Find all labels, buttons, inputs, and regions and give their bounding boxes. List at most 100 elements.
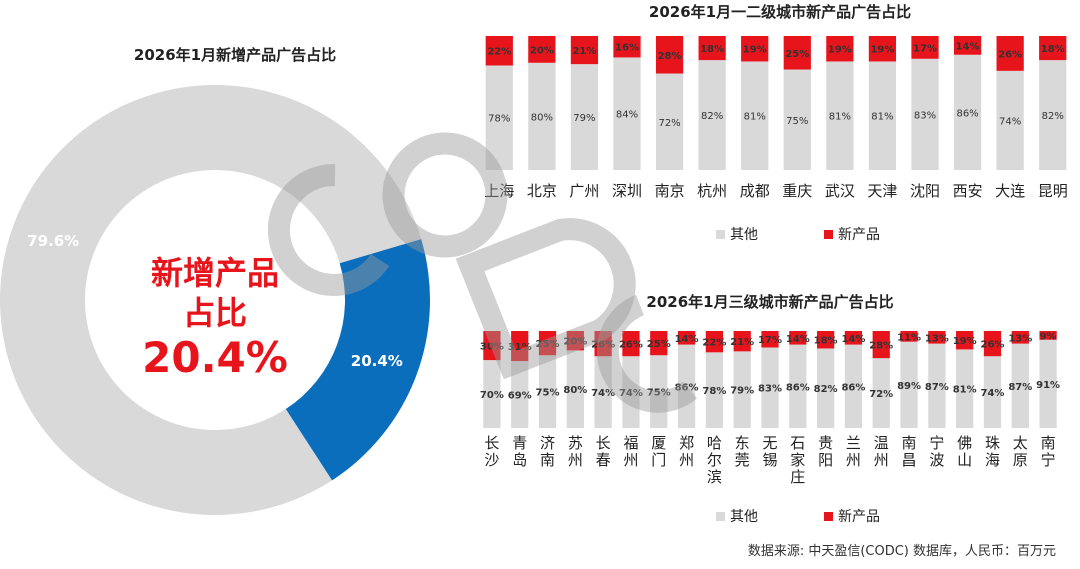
data-label-new: 19% — [743, 45, 767, 56]
category-label-char: 春 — [596, 451, 611, 469]
category-label: 武汉 — [825, 182, 855, 200]
category-label-char: 门 — [651, 451, 666, 469]
category-label-char: 州 — [568, 451, 583, 469]
data-label-other: 86% — [786, 382, 810, 393]
data-label-other: 80% — [563, 385, 587, 396]
bar-new — [677, 331, 696, 345]
data-label-new: 14% — [841, 334, 865, 345]
bar-other — [928, 343, 946, 428]
data-label-new: 13% — [1008, 333, 1032, 344]
category-label-char: 济 — [540, 434, 555, 452]
bar-other — [783, 69, 811, 170]
category-label: 沈阳 — [910, 182, 940, 200]
category-label-char: 福 — [623, 434, 638, 452]
category-label-char: 贵 — [818, 434, 833, 452]
bar-new — [956, 331, 974, 350]
category-label: 重庆 — [782, 182, 812, 200]
donut-center-line1: 新增产品 — [151, 254, 279, 292]
data-label-new: 22% — [487, 47, 511, 58]
bar-other — [622, 356, 640, 428]
category-label-char: 无 — [762, 434, 777, 452]
category-label-char: 莞 — [735, 451, 750, 469]
legend-swatch-other — [716, 512, 725, 521]
bar-other — [996, 70, 1024, 170]
donut-label-new: 20.4% — [351, 352, 403, 370]
data-label-new: 26% — [591, 340, 615, 351]
legend-swatch-new — [824, 230, 833, 239]
category-label-char: 长 — [596, 434, 611, 452]
data-label-other: 83% — [758, 384, 782, 395]
bar-new — [570, 36, 599, 65]
data-label-new: 22% — [702, 338, 726, 349]
category-label-char: 宁 — [929, 434, 944, 452]
data-label-other: 81% — [953, 385, 977, 396]
bar-new — [655, 36, 684, 74]
bar-new — [733, 331, 751, 352]
category-label: 杭州 — [697, 182, 727, 200]
data-label-other: 81% — [871, 112, 893, 123]
legend-label-new: 新产品 — [838, 227, 880, 243]
data-label-other: 83% — [914, 110, 936, 121]
data-label-new: 17% — [913, 43, 937, 54]
bar-other — [483, 360, 501, 428]
category-label-char: 海 — [985, 451, 1000, 469]
data-label-other: 84% — [616, 110, 638, 121]
category-label-char: 原 — [1013, 451, 1028, 469]
bar-new — [783, 36, 811, 70]
bar-new — [485, 36, 513, 66]
bar-other — [983, 356, 1002, 428]
data-label-new: 25% — [536, 339, 560, 350]
category-label: 上海 — [484, 182, 514, 200]
donut-slice-other — [0, 85, 422, 515]
category-label-char: 家 — [790, 451, 805, 469]
category-label-char: 州 — [679, 451, 694, 469]
category-label-char: 沙 — [484, 451, 499, 469]
bar-new — [566, 331, 584, 351]
category-label: 北京 — [527, 182, 557, 200]
data-label-other: 74% — [981, 388, 1005, 399]
bar-new — [698, 36, 726, 61]
bar-other — [655, 73, 684, 170]
category-label-char: 州 — [874, 451, 889, 469]
bar-new — [1039, 36, 1067, 61]
category-label-char: 州 — [846, 451, 861, 469]
bar-other — [844, 344, 863, 428]
category-label-char: 珠 — [985, 434, 1000, 452]
donut-center-value: 20.4% — [142, 333, 288, 382]
data-label-new: 31% — [508, 342, 532, 353]
category-label-char: 尔 — [707, 451, 722, 469]
data-label-other: 86% — [675, 382, 699, 393]
data-label-other: 75% — [536, 388, 560, 399]
bar-other — [650, 355, 668, 428]
data-label-other: 74% — [999, 116, 1021, 127]
bar-new — [983, 331, 1002, 357]
data-label-other: 79% — [573, 113, 595, 124]
bar-other — [953, 54, 982, 171]
data-label-other: 87% — [1008, 382, 1032, 393]
bar-other — [677, 344, 696, 428]
category-label-char: 温 — [874, 434, 889, 452]
data-label-other: 82% — [701, 111, 723, 122]
category-label: 深圳 — [612, 182, 642, 200]
category-label-char: 岛 — [512, 451, 527, 469]
category-label-char: 山 — [957, 451, 972, 469]
category-label-char: 佛 — [957, 434, 972, 452]
bar-new — [741, 36, 769, 62]
category-label: 南京 — [655, 182, 685, 200]
category-label-char: 兰 — [846, 434, 861, 452]
data-label-new: 20% — [563, 337, 587, 348]
data-label-other: 74% — [591, 388, 615, 399]
category-label-char: 波 — [929, 451, 944, 469]
category-label: 广州 — [569, 182, 599, 200]
category-label-char: 昌 — [902, 451, 917, 469]
bar-new — [872, 331, 890, 359]
donut-chart-title: 2026年1月新增产品广告占比 — [133, 46, 337, 64]
category-label: 西安 — [953, 182, 983, 200]
data-label-other: 87% — [925, 382, 949, 393]
data-label-new: 9% — [1040, 331, 1057, 342]
bar-other — [1039, 60, 1067, 171]
bar-other — [900, 341, 918, 428]
data-label-other: 75% — [647, 388, 671, 399]
category-label-char: 州 — [623, 451, 638, 469]
bar-new — [761, 331, 779, 348]
